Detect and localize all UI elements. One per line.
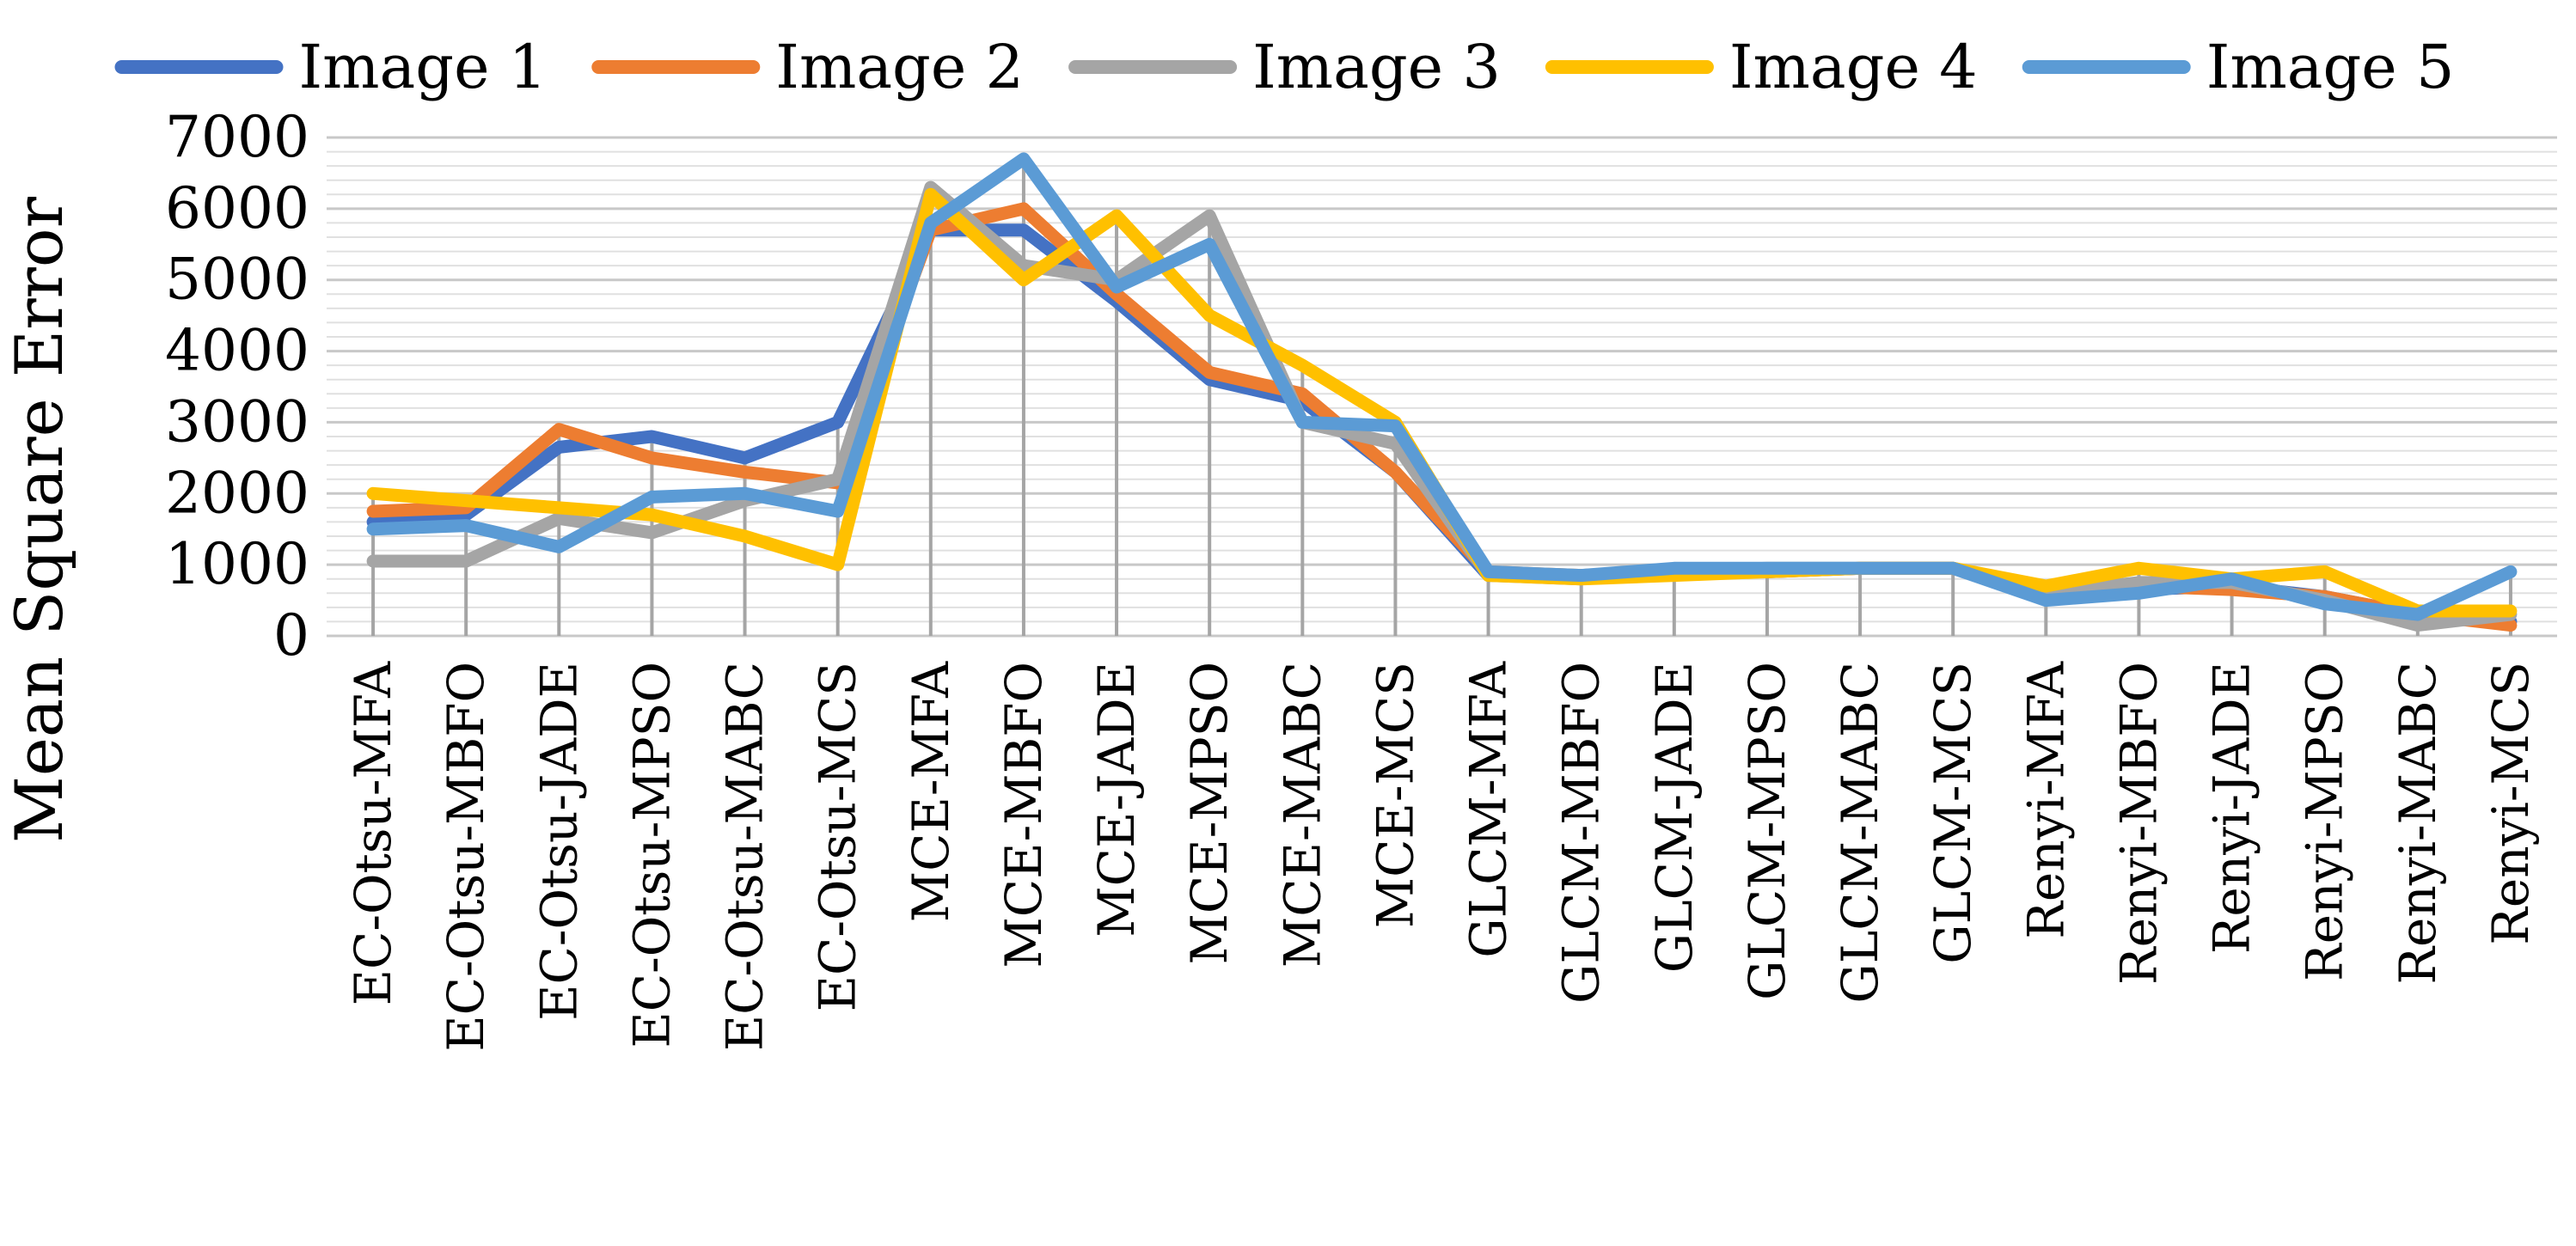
x-category-label: MCE-MFA [902, 661, 960, 922]
y-tick-label: 5000 [165, 247, 309, 313]
series-line-image-4 [366, 187, 2518, 618]
y-tick-label: 2000 [165, 460, 309, 526]
x-category-label: GLCM-MCS [1924, 662, 1982, 964]
legend-item-image-3: Image 3 [1068, 32, 1501, 102]
y-axis-title: Mean Square Error [1, 196, 77, 843]
y-tick-label: 3000 [165, 388, 309, 455]
legend-label: Image 3 [1252, 32, 1501, 102]
x-category-label: EC-Otsu-MFA [344, 661, 402, 1005]
x-category-label: MCE-MPSO [1180, 662, 1239, 964]
series-layer [366, 152, 2518, 632]
series-line-image-2 [366, 202, 2518, 632]
legend-item-image-1: Image 1 [114, 32, 548, 102]
x-category-label: Renyi-MBFO [2109, 662, 2168, 985]
x-category-label: GLCM-JADE [1645, 662, 1704, 973]
y-tick-label: 1000 [165, 531, 309, 597]
x-category-label: Renyi-MFA [2016, 661, 2075, 939]
legend-item-image-5: Image 5 [2022, 32, 2455, 102]
series-line-image-3 [366, 180, 2518, 632]
legend: Image 1 Image 2 Image 3 Image 4 Image 5 [114, 32, 2455, 102]
y-tick-label: 0 [273, 602, 309, 669]
legend-label: Image 2 [775, 32, 1024, 102]
legend-label: Image 5 [2206, 32, 2455, 102]
x-category-label: MCE-MCS [1366, 662, 1424, 928]
gridlines [327, 136, 2557, 638]
x-category-label: EC-Otsu-MCS [809, 662, 867, 1011]
y-tick-label: 6000 [165, 175, 309, 241]
x-category-label: MCE-JADE [1087, 662, 1146, 938]
series-line-image-5 [366, 152, 2518, 621]
x-category-label: MCE-MABC [1273, 662, 1331, 968]
series-line-image-1 [366, 223, 2518, 628]
legend-item-image-4: Image 4 [1545, 32, 1978, 102]
x-category-label: Renyi-MCS [2481, 662, 2540, 945]
y-tick-label: 4000 [165, 318, 309, 384]
x-category-label: GLCM-MPSO [1738, 662, 1796, 1000]
y-tick-label: 7000 [165, 104, 309, 170]
legend-label: Image 1 [299, 32, 548, 102]
x-category-label: GLCM-MBFO [1552, 662, 1611, 1004]
x-category-label: MCE-MBFO [994, 662, 1053, 968]
legend-item-image-2: Image 2 [591, 32, 1024, 102]
x-category-label: EC-Otsu-MABC [716, 662, 774, 1051]
x-category-label: GLCM-MABC [1831, 662, 1889, 1004]
legend-label: Image 4 [1729, 32, 1978, 102]
x-category-label: EC-Otsu-MPSO [622, 662, 681, 1048]
x-category-label: Renyi-JADE [2203, 662, 2261, 954]
x-category-label: Renyi-MABC [2389, 662, 2447, 985]
x-category-label: Renyi-MPSO [2296, 662, 2354, 981]
x-category-label: EC-Otsu-MBFO [437, 662, 495, 1052]
x-category-label: EC-Otsu-JADE [529, 662, 588, 1021]
x-axis-category-labels: EC-Otsu-MFA EC-Otsu-MBFO EC-Otsu-JADE EC-Ot… [344, 661, 2540, 1052]
x-category-label: GLCM-MFA [1459, 661, 1518, 958]
